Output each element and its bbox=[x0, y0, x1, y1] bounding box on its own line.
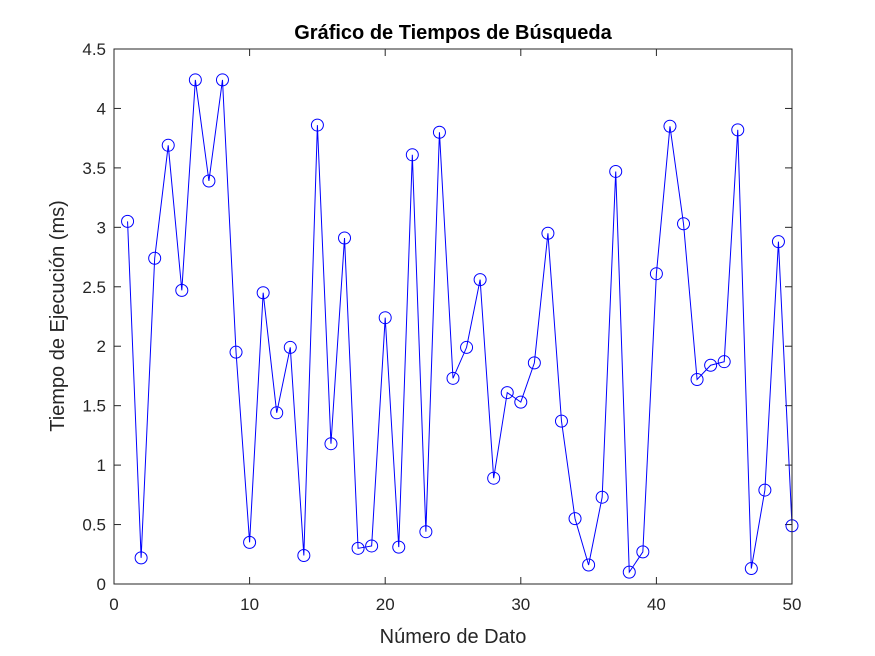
data-point bbox=[758, 483, 772, 497]
data-point bbox=[595, 490, 609, 504]
data-point bbox=[432, 125, 446, 139]
data-point bbox=[514, 395, 528, 409]
y-tick-label: 4 bbox=[97, 99, 106, 118]
plot-frame bbox=[113, 48, 793, 585]
data-point bbox=[392, 540, 406, 554]
data-point bbox=[663, 119, 677, 133]
y-tick-label: 4.5 bbox=[82, 40, 106, 59]
data-point bbox=[622, 565, 636, 579]
y-tick-label: 2.5 bbox=[82, 278, 106, 297]
y-tick-label: 0 bbox=[97, 575, 106, 594]
data-point bbox=[324, 437, 338, 451]
series-layer bbox=[121, 73, 799, 579]
y-tick-label: 1.5 bbox=[82, 397, 106, 416]
data-point bbox=[175, 283, 189, 297]
data-point bbox=[527, 356, 541, 370]
x-tick-label: 30 bbox=[511, 595, 530, 614]
chart-title: Gráfico de Tiempos de Búsqueda bbox=[294, 22, 612, 44]
data-point bbox=[378, 311, 392, 325]
data-point bbox=[771, 235, 785, 249]
data-point bbox=[310, 118, 324, 132]
data-point bbox=[256, 286, 270, 300]
data-point bbox=[541, 226, 555, 240]
data-point bbox=[568, 512, 582, 526]
data-point bbox=[365, 539, 379, 553]
plot-background bbox=[114, 49, 792, 584]
data-point bbox=[704, 358, 718, 372]
data-point bbox=[690, 373, 704, 387]
data-point bbox=[297, 548, 311, 562]
y-tick-label: 3.5 bbox=[82, 159, 106, 178]
data-point bbox=[460, 340, 474, 354]
data-point bbox=[636, 545, 650, 559]
data-point bbox=[446, 371, 460, 385]
data-point bbox=[161, 138, 175, 152]
data-point bbox=[717, 355, 731, 369]
data-point bbox=[473, 273, 487, 287]
data-point bbox=[338, 231, 352, 245]
data-point bbox=[148, 251, 162, 265]
data-point bbox=[500, 386, 514, 400]
x-tick-label: 50 bbox=[783, 595, 802, 614]
x-tick-label: 40 bbox=[647, 595, 666, 614]
data-point bbox=[134, 551, 148, 565]
x-tick-labels: 0 10 20 30 40 50 bbox=[109, 595, 801, 614]
data-point bbox=[649, 267, 663, 281]
data-point bbox=[405, 148, 419, 162]
data-point bbox=[243, 535, 257, 549]
y-tick-label: 1 bbox=[97, 456, 106, 475]
data-point bbox=[202, 174, 216, 188]
x-tick-label: 0 bbox=[109, 595, 118, 614]
x-tick-label: 20 bbox=[376, 595, 395, 614]
data-point bbox=[121, 214, 135, 228]
data-point bbox=[419, 525, 433, 539]
data-point bbox=[351, 541, 365, 555]
y-tick-label: 0.5 bbox=[82, 516, 106, 535]
data-point bbox=[283, 340, 297, 354]
data-point bbox=[582, 558, 596, 572]
x-tick-label: 10 bbox=[240, 595, 259, 614]
x-axis-label: Número de Dato bbox=[380, 626, 527, 648]
series-line bbox=[127, 79, 793, 574]
data-point bbox=[609, 164, 623, 178]
data-point bbox=[744, 562, 758, 576]
data-point bbox=[731, 123, 745, 137]
data-point bbox=[554, 414, 568, 428]
y-tick-label: 2 bbox=[97, 337, 106, 356]
data-point bbox=[188, 73, 202, 87]
data-point bbox=[677, 217, 691, 231]
y-tick-label: 3 bbox=[97, 218, 106, 237]
y-tick-labels: 0 0.5 1 1.5 2 2.5 3 3.5 4 4.5 bbox=[82, 40, 106, 594]
data-point bbox=[215, 73, 229, 87]
y-axis-label: Tiempo de Ejecución (ms) bbox=[47, 200, 69, 432]
data-point bbox=[487, 471, 501, 485]
data-point bbox=[270, 406, 284, 420]
data-point bbox=[229, 345, 243, 359]
